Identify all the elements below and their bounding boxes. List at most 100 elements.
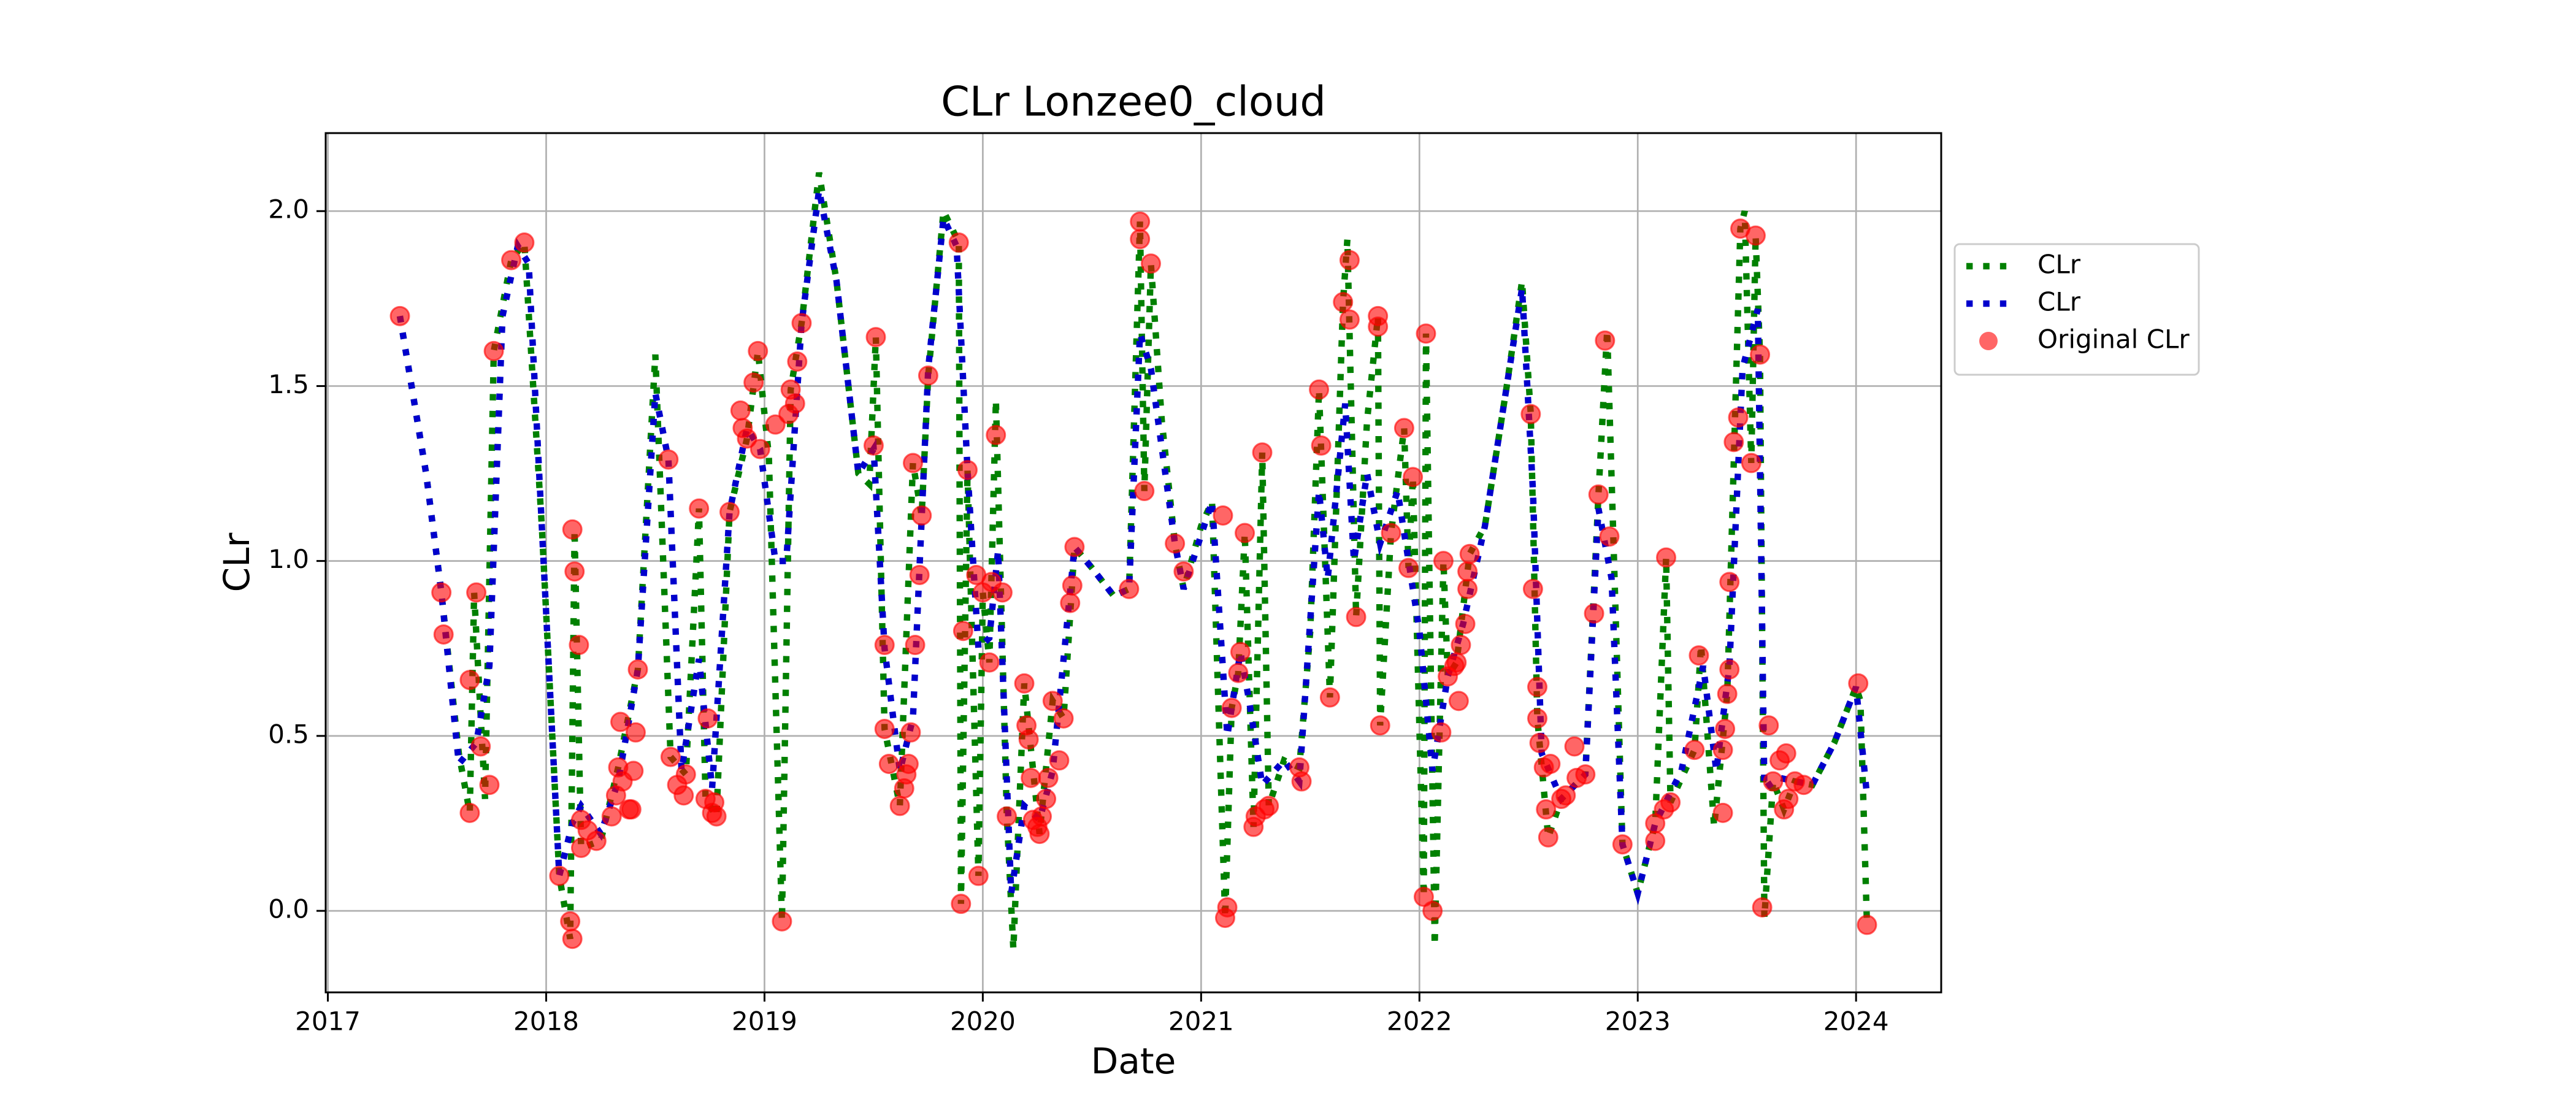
data-point [564, 561, 585, 582]
data-point [1712, 802, 1733, 823]
data-point [1719, 572, 1740, 592]
data-point [706, 806, 727, 827]
data-point [900, 722, 921, 743]
data-point [1612, 834, 1633, 855]
data-point [1540, 754, 1561, 775]
data-point [1130, 229, 1151, 250]
data-point [1728, 407, 1749, 428]
x-axis-label: Date [1091, 1040, 1176, 1082]
y-tick-label: 1.5 [268, 369, 309, 399]
data-point [865, 327, 886, 348]
data-point [470, 736, 491, 757]
data-point [1060, 592, 1081, 613]
data-point [1522, 578, 1543, 599]
data-point [459, 802, 480, 823]
data-point [501, 250, 522, 270]
data-point [1252, 442, 1273, 463]
data-point [1645, 830, 1666, 851]
x-tick-label: 2019 [732, 1006, 797, 1037]
data-point [562, 929, 583, 949]
data-point [625, 722, 646, 743]
x-tick-label: 2021 [1168, 1006, 1234, 1037]
data-point [562, 519, 583, 540]
data-point [1778, 789, 1799, 810]
data-point [791, 313, 812, 334]
legend-marker [1979, 332, 1998, 350]
data-point [1038, 767, 1059, 788]
data-point [1235, 523, 1255, 543]
data-point [1848, 673, 1869, 694]
data-point [1538, 827, 1558, 848]
data-point [948, 232, 969, 253]
legend-label: CLr [2037, 287, 2081, 317]
data-point [479, 775, 500, 795]
data-point [1527, 677, 1547, 697]
data-point [514, 232, 535, 253]
y-tick-label: 0.0 [268, 894, 309, 924]
data-point [737, 428, 757, 449]
data-point [1217, 897, 1238, 918]
data-point [601, 806, 622, 827]
data-point [957, 459, 978, 480]
data-point [1319, 687, 1340, 708]
x-tick-label: 2020 [950, 1006, 1016, 1037]
x-tick-label: 2023 [1605, 1006, 1671, 1037]
data-point [1745, 225, 1766, 246]
data-point [466, 582, 487, 603]
data-point [968, 865, 989, 886]
data-point [610, 711, 631, 732]
data-point [1656, 547, 1677, 568]
data-point [1717, 683, 1738, 704]
data-point [1140, 253, 1161, 274]
data-point [673, 785, 694, 806]
data-point [1228, 662, 1249, 683]
data-point [1029, 824, 1050, 845]
data-point [1536, 799, 1557, 820]
data-point [1684, 740, 1705, 761]
data-point [953, 621, 973, 642]
data-point [1455, 613, 1476, 634]
data-point [1741, 453, 1761, 473]
data-point [1403, 467, 1424, 488]
data-point [1660, 792, 1681, 813]
data-point [1555, 785, 1576, 806]
legend-label: Original CLr [2037, 324, 2190, 355]
data-point [730, 400, 751, 421]
data-point [1457, 578, 1478, 599]
data-point [1381, 523, 1401, 543]
y-tick-label: 1.0 [268, 544, 309, 574]
data-point [1723, 432, 1744, 453]
data-point [951, 894, 972, 914]
data-point [1213, 505, 1233, 526]
data-point [621, 799, 642, 820]
data-point [986, 424, 1006, 445]
data-point [765, 414, 786, 435]
data-point [675, 764, 696, 785]
data-point [1368, 316, 1389, 337]
data-point [433, 624, 454, 645]
data-point [1291, 771, 1312, 792]
data-point [560, 911, 581, 932]
data-point [1529, 732, 1550, 753]
data-point [1064, 537, 1085, 558]
data-point [1750, 344, 1771, 365]
data-point [569, 635, 589, 656]
data-point [902, 453, 923, 473]
data-point [898, 754, 919, 775]
data-point [1021, 767, 1041, 788]
data-point [1032, 806, 1052, 827]
data-point [697, 708, 718, 729]
data-point [905, 635, 926, 656]
data-point [1393, 418, 1414, 439]
data-point [1173, 561, 1194, 582]
x-tick-label: 2017 [295, 1006, 361, 1037]
data-point [1448, 691, 1469, 711]
data-point [1446, 652, 1467, 673]
data-point [1416, 323, 1436, 344]
data-point [1584, 603, 1604, 624]
data-point [1339, 309, 1360, 330]
data-point [658, 449, 679, 470]
data-point [1134, 481, 1155, 502]
data-point [874, 718, 895, 739]
